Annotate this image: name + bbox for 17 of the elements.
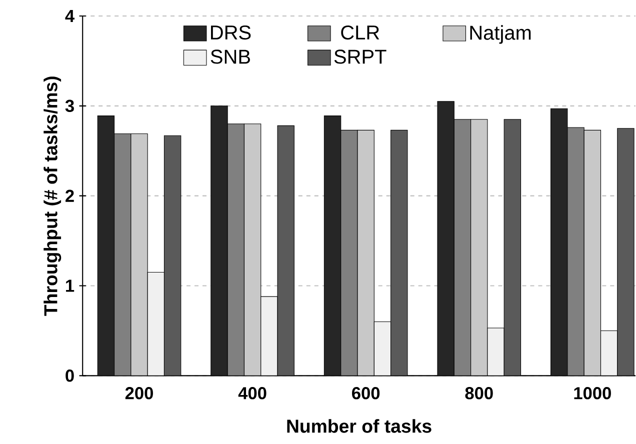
x-tick-label: 400: [238, 387, 266, 400]
x-tick-label: 1000: [574, 387, 611, 400]
y-tick-label: 2: [66, 190, 74, 202]
legend-label: SRPT: [334, 50, 386, 64]
x-tick-label: 200: [125, 387, 153, 400]
y-tick-label: 4: [65, 10, 74, 22]
y-tick-label: 0: [66, 370, 74, 382]
x-tick-label: 800: [465, 387, 493, 400]
legend-label: DRS: [211, 26, 251, 40]
y-tick-label: 3: [65, 100, 74, 112]
legend-label: SNB: [210, 50, 250, 64]
x-axis-title: Number of tasks: [287, 419, 432, 434]
y-tick-label: 1: [66, 280, 74, 292]
legend-label: Natjam: [470, 25, 531, 44]
y-axis-title: Throughput (# of tasks/ms): [44, 76, 62, 316]
legend-label: CLR: [341, 26, 380, 40]
x-tick-label: 600: [352, 387, 380, 400]
